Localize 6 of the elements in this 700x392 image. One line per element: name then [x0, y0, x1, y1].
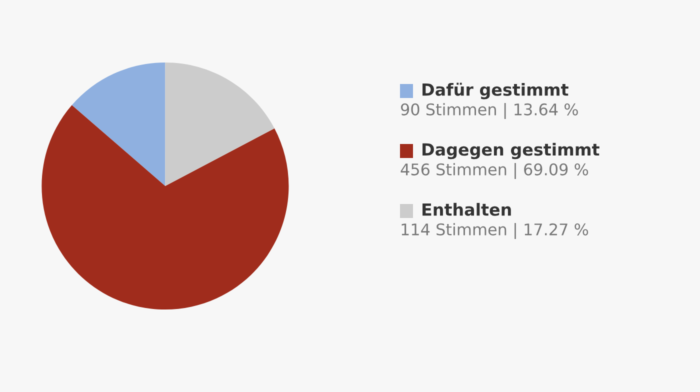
data-label: 114 Stimmen | 17.27 % [402, 223, 588, 239]
data-label: 456 Stimmen | 69.09 % [400, 163, 588, 179]
legend-label: Dagegen gestimmt [422, 142, 600, 160]
legend-label: Dafür gestimmt [422, 82, 568, 100]
data-label: 90 Stimmen | 13.64 % [401, 103, 578, 119]
legend-label: Enthalten [422, 202, 511, 216]
